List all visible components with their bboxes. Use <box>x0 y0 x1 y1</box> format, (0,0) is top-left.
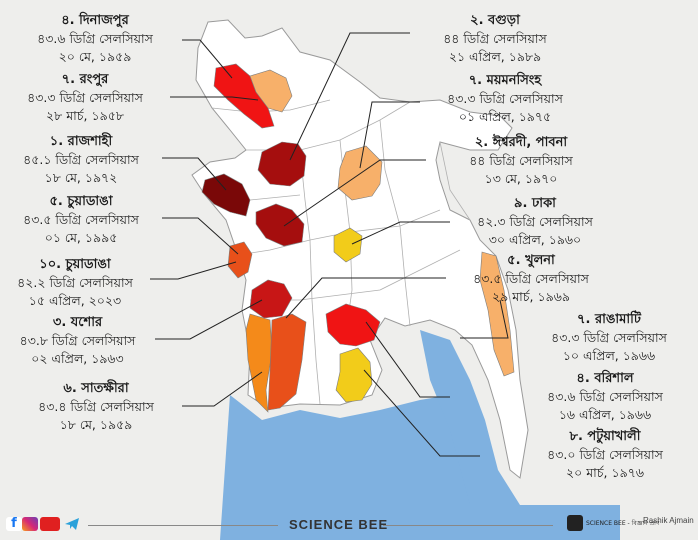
label-ishwardi-title: ২. ঈশ্বরদী, পাবনা <box>474 135 568 150</box>
label-ishwardi: ২. ঈশ্বরদী, পাবনা ৪৪ ডিগ্রি সেলসিয়াস ১৩… <box>426 134 616 188</box>
bay-of-bengal-east <box>420 330 520 505</box>
label-satkhira-temp: ৪৩.৪ ডিগ্রি সেলসিয়াস <box>38 399 154 414</box>
district-pabna <box>255 203 305 247</box>
label-dhaka-title: ৯. ঢাকা <box>514 196 556 211</box>
label-khulna-date: ২৯ মার্চ, ১৯৬৯ <box>492 289 570 304</box>
label-rajshahi: ১. রাজশাহী ৪৫.১ ডিগ্রি সেলসিয়াস ১৮ মে, … <box>0 133 162 187</box>
label-satkhira: ৬. সাতক্ষীরা ৪৩.৪ ডিগ্রি সেলসিয়াস ১৮ মে… <box>10 380 182 434</box>
label-patuakhali-date: ২০ মার্চ, ১৯৭৬ <box>566 465 644 480</box>
bay-of-bengal <box>220 395 620 540</box>
label-jessore: ৩. যশোর ৪৩.৮ ডিগ্রি সেলসিয়াস ০২ এপ্রিল,… <box>0 314 155 368</box>
label-mymensingh-title: ৭. ময়মনসিংহ <box>468 73 542 88</box>
leader-lines <box>150 32 509 457</box>
label-rangpur-title: ৭. রংপুর <box>61 72 109 87</box>
facebook-icon[interactable]: f <box>6 517 22 531</box>
label-dhaka-date: ৩০ এপ্রিল, ১৯৬০ <box>488 232 582 247</box>
label-patuakhali: ৮. পটুয়াখালী ৪৩.০ ডিগ্রি সেলসিয়াস ২০ ম… <box>520 428 690 482</box>
label-ishwardi-temp: ৪৪ ডিগ্রি সেলসিয়াস <box>469 153 573 168</box>
district-rajshahi <box>201 173 251 217</box>
label-barishal: ৪. বরিশাল ৪৩.৬ ডিগ্রি সেলসিয়াস ১৬ এপ্রি… <box>520 370 690 424</box>
district-patuakhali <box>335 347 373 403</box>
label-khulna-title: ৫. খুলনা <box>507 253 555 268</box>
label-chuadanga-1-date: ০১ মে, ১৯৯৫ <box>44 230 118 245</box>
footer-divider-left <box>88 525 278 526</box>
youtube-icon[interactable] <box>40 517 60 531</box>
brand-text: SCIENCE BEE <box>289 517 389 532</box>
label-jessore-date: ০২ এপ্রিল, ১৯৬৩ <box>31 351 124 366</box>
label-dinajpur-temp: ৪৩.৬ ডিগ্রি সেলসিয়াস <box>37 31 153 46</box>
label-mymensingh: ৭. ময়মনসিংহ ৪৩.৩ ডিগ্রি সেলসিয়াস ০১ এপ… <box>420 72 590 126</box>
label-dinajpur-title: ৪. দিনাজপুর <box>61 13 129 28</box>
label-chuadanga-2-title: ১০. চুয়াডাঙা <box>39 257 111 272</box>
label-bogura-title: ২. বগুড়া <box>470 13 520 28</box>
label-patuakhali-title: ৮. পটুয়াখালী <box>569 429 641 444</box>
label-chuadanga-1-title: ৫. চুয়াডাঙা <box>49 194 113 209</box>
label-satkhira-title: ৬. সাতক্ষীরা <box>63 381 129 396</box>
label-chuadanga-1-temp: ৪৩.৫ ডিগ্রি সেলসিয়াস <box>23 212 139 227</box>
label-mymensingh-date: ০১ এপ্রিল, ১৯৭৫ <box>458 109 552 124</box>
district-rangpur <box>249 69 293 113</box>
label-bogura-date: ২১ এপ্রিল, ১৯৮৯ <box>448 49 542 64</box>
label-patuakhali-temp: ৪৩.০ ডিগ্রি সেলসিয়াস <box>547 447 663 462</box>
label-dhaka-temp: ৪২.৩ ডিগ্রি সেলসিয়াস <box>477 214 593 229</box>
label-rajshahi-date: ১৮ মে, ১৯৭২ <box>44 170 118 185</box>
district-rangamati <box>479 251 515 377</box>
logo-text: SCIENCE BEE - বিজ্ঞান প্রাণ <box>586 520 660 527</box>
district-dhaka <box>333 227 363 263</box>
district-barishal <box>325 303 381 347</box>
label-chuadanga-2-temp: ৪২.২ ডিগ্রি সেলসিয়াস <box>17 275 133 290</box>
district-mymensingh <box>337 145 383 201</box>
label-bogura: ২. বগুড়া ৪৪ ডিগ্রি সেলসিয়াস ২১ এপ্রিল,… <box>410 12 580 66</box>
label-bogura-temp: ৪৪ ডিগ্রি সেলসিয়াস <box>443 31 547 46</box>
label-rajshahi-temp: ৪৫.১ ডিগ্রি সেলসিয়াস <box>23 152 139 167</box>
label-barishal-temp: ৪৩.৬ ডিগ্রি সেলসিয়াস <box>547 389 663 404</box>
label-khulna-temp: ৪৩.৫ ডিগ্রি সেলসিয়াস <box>473 271 589 286</box>
label-jessore-title: ৩. যশোর <box>52 315 103 330</box>
district-dinajpur <box>213 63 275 129</box>
label-mymensingh-temp: ৪৩.৩ ডিগ্রি সেলসিয়াস <box>447 91 563 106</box>
label-rangamati-date: ১০ এপ্রিল, ১৯৬৬ <box>562 348 656 363</box>
footer-divider-right <box>383 525 553 526</box>
label-dinajpur: ৪. দিনাজপুর ৪৩.৬ ডিগ্রি সেলসিয়াস ২০ মে,… <box>10 12 180 66</box>
label-satkhira-date: ১৮ মে, ১৯৫৯ <box>59 417 133 432</box>
label-barishal-title: ৪. বরিশাল <box>576 371 634 386</box>
district-satkhira <box>245 313 273 413</box>
label-rangpur-temp: ৪৩.৩ ডিগ্রি সেলসিয়াস <box>27 90 143 105</box>
label-rangpur: ৭. রংপুর ৪৩.৩ ডিগ্রি সেলসিয়াস ২৮ মার্চ,… <box>0 71 170 125</box>
label-chuadanga-2: ১০. চুয়াডাঙা ৪২.২ ডিগ্রি সেলসিয়াস ১৫ এ… <box>0 256 150 310</box>
label-dhaka: ৯. ঢাকা ৪২.৩ ডিগ্রি সেলসিয়াস ৩০ এপ্রিল,… <box>450 195 620 249</box>
label-rangamati-temp: ৪৩.৩ ডিগ্রি সেলসিয়াস <box>551 330 667 345</box>
district-khulna <box>267 313 307 411</box>
science-bee-logo-icon <box>567 515 583 531</box>
label-rangamati-title: ৭. রাঙামাটি <box>577 312 641 327</box>
label-chuadanga-2-date: ১৫ এপ্রিল, ২০২৩ <box>28 293 122 308</box>
label-rajshahi-title: ১. রাজশাহী <box>49 134 113 149</box>
label-ishwardi-date: ১৩ মে, ১৯৭০ <box>484 171 558 186</box>
label-rangamati: ৭. রাঙামাটি ৪৩.৩ ডিগ্রি সেলসিয়াস ১০ এপ্… <box>524 311 694 365</box>
telegram-icon[interactable] <box>64 517 80 531</box>
district-jessore <box>249 279 293 319</box>
label-khulna: ৫. খুলনা ৪৩.৫ ডিগ্রি সেলসিয়াস ২৯ মার্চ,… <box>446 252 616 306</box>
instagram-icon[interactable] <box>22 517 38 531</box>
label-dinajpur-date: ২০ মে, ১৯৫৯ <box>58 49 132 64</box>
author-name: Rashik Ajmain <box>643 516 694 525</box>
label-chuadanga-1: ৫. চুয়াডাঙা ৪৩.৫ ডিগ্রি সেলসিয়াস ০১ মে… <box>0 193 162 247</box>
label-barishal-date: ১৬ এপ্রিল, ১৯৬৬ <box>558 407 652 422</box>
district-bogura <box>257 141 307 187</box>
label-rangpur-date: ২৮ মার্চ, ১৯৫৮ <box>46 108 124 123</box>
label-jessore-temp: ৪৩.৮ ডিগ্রি সেলসিয়াস <box>19 333 136 348</box>
